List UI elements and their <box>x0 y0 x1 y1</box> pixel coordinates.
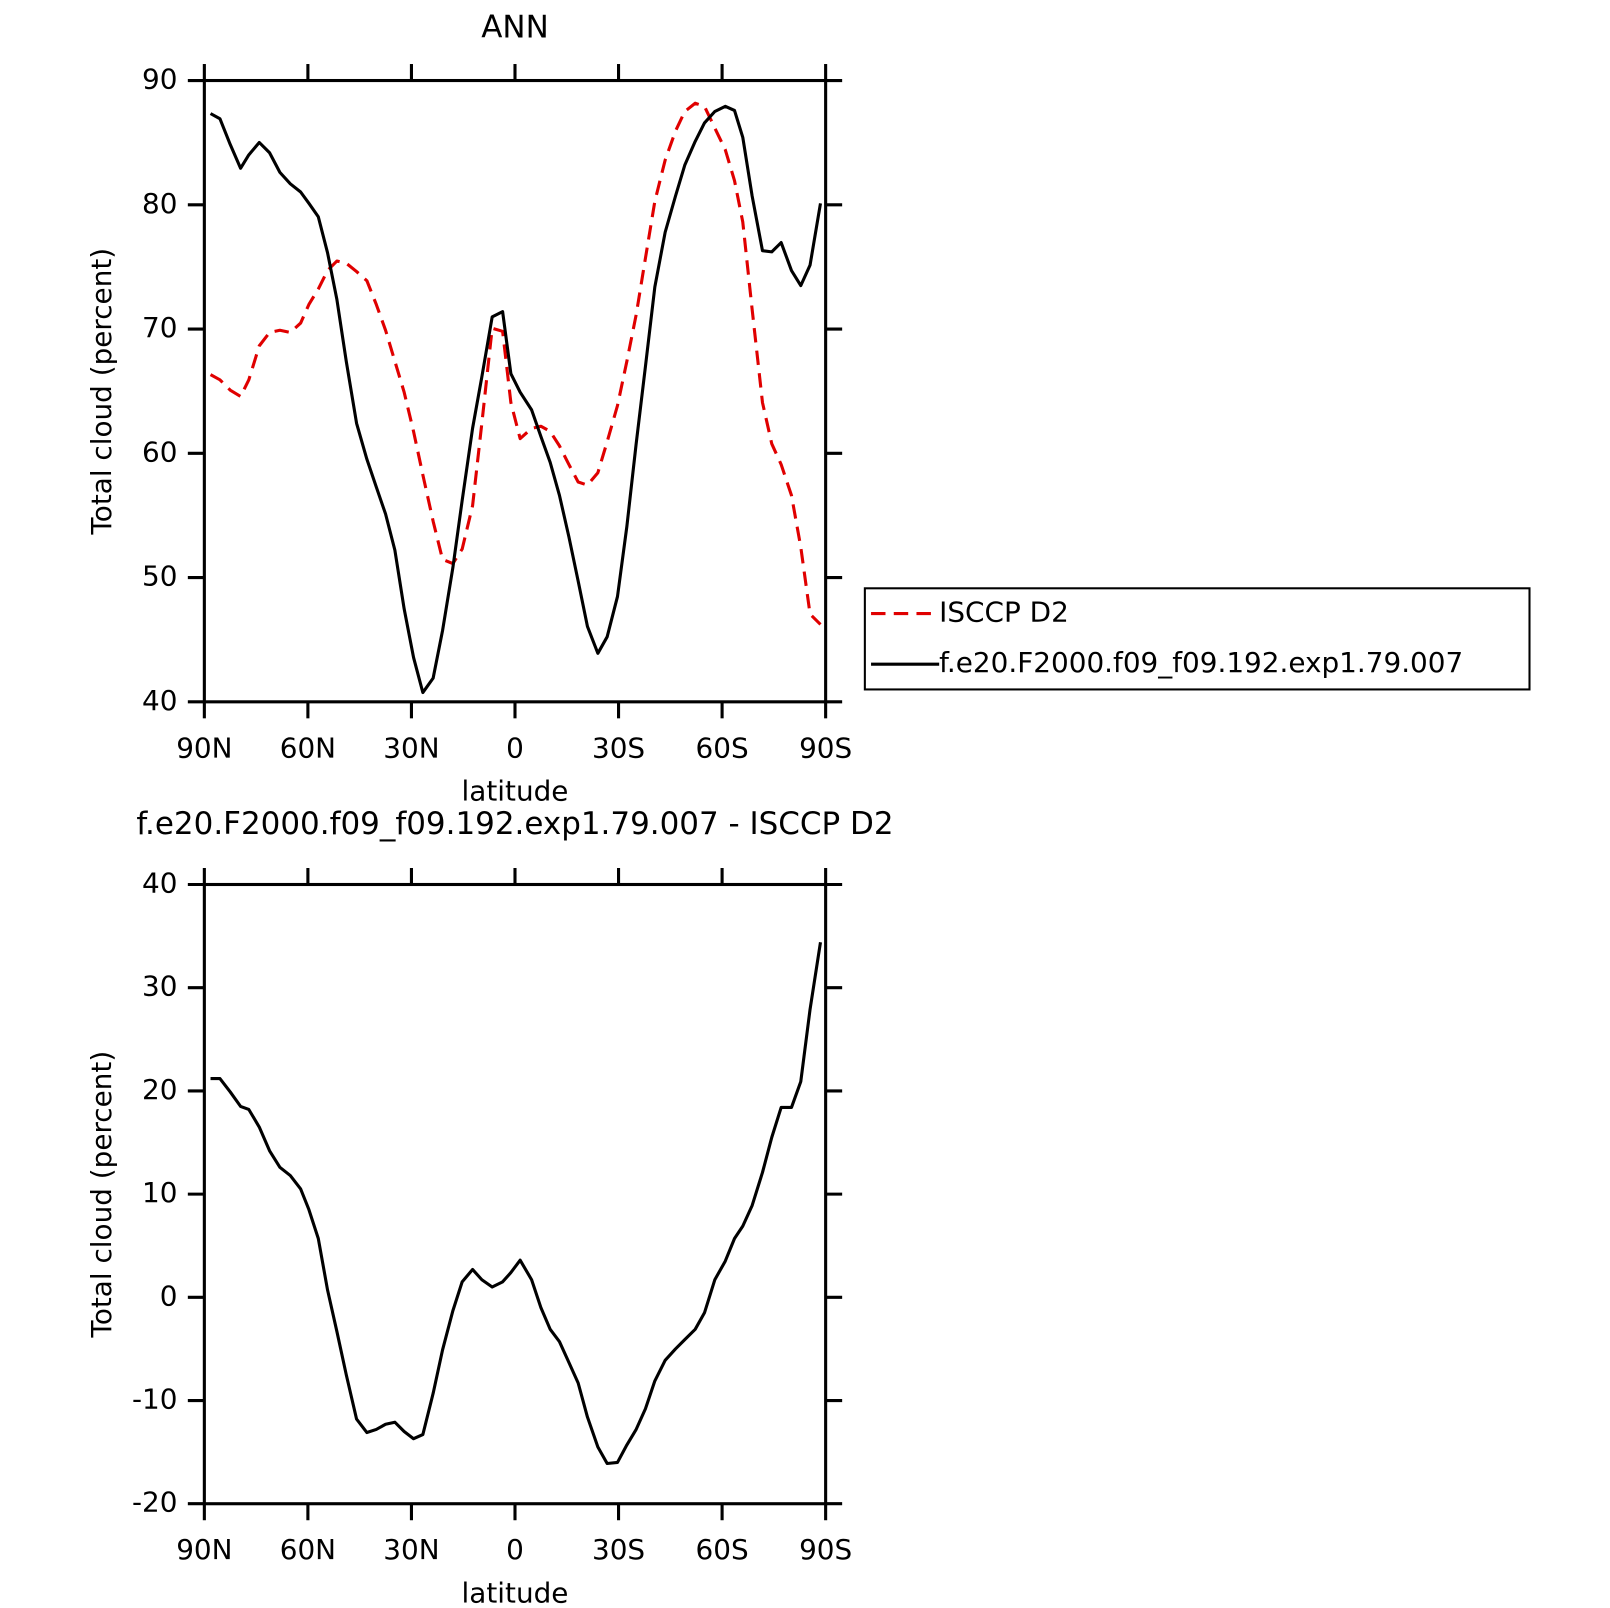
x-tick-label: 30S <box>592 731 645 764</box>
x-tick-label: 60S <box>696 731 749 764</box>
x-tick-label: 30N <box>383 1533 439 1566</box>
y-tick-label: 60 <box>142 435 177 468</box>
legend-box <box>863 587 1531 691</box>
chart-title: ANN <box>481 9 548 45</box>
x-tick-label: 90S <box>799 731 852 764</box>
x-tick-label: 0 <box>506 731 524 764</box>
x-tick-label: 90S <box>799 1533 852 1566</box>
y-tick-label: 10 <box>142 1176 177 1209</box>
y-tick-label: 90 <box>142 63 177 96</box>
data-line <box>209 104 823 695</box>
legend-label: f.e20.F2000.f09_f09.192.exp1.79.007 <box>939 646 1463 679</box>
y-axis-label: Total cloud (percent) <box>85 1051 118 1339</box>
chart-title: f.e20.F2000.f09_f09.192.exp1.79.007 - IS… <box>136 806 893 842</box>
x-tick-label: 90N <box>176 731 232 764</box>
y-tick-label: 30 <box>142 970 177 1003</box>
y-tick-label: -20 <box>132 1486 178 1519</box>
y-tick-label: 40 <box>142 867 177 900</box>
x-tick-label: 30S <box>592 1533 645 1566</box>
y-tick-label: 20 <box>142 1073 177 1106</box>
y-tick-label: 0 <box>160 1279 178 1312</box>
x-axis-label: latitude <box>462 775 569 808</box>
x-tick-label: 30N <box>383 731 439 764</box>
y-tick-label: 50 <box>142 560 177 593</box>
x-tick-label: 90N <box>176 1533 232 1566</box>
y-tick-label: -10 <box>132 1383 178 1416</box>
data-line <box>209 101 822 626</box>
y-tick-label: 40 <box>142 684 177 717</box>
legend-label: ISCCP D2 <box>939 596 1069 629</box>
y-axis-label: Total cloud (percent) <box>85 248 118 536</box>
x-tick-label: 60S <box>696 1533 749 1566</box>
x-tick-label: 0 <box>506 1533 524 1566</box>
x-axis-label: latitude <box>462 1577 569 1608</box>
y-tick-label: 70 <box>142 311 177 344</box>
data-line <box>210 942 823 1466</box>
x-tick-label: 60N <box>280 1533 336 1566</box>
x-tick-label: 60N <box>280 731 336 764</box>
plot-frame <box>202 882 828 1506</box>
y-tick-label: 80 <box>142 187 177 220</box>
